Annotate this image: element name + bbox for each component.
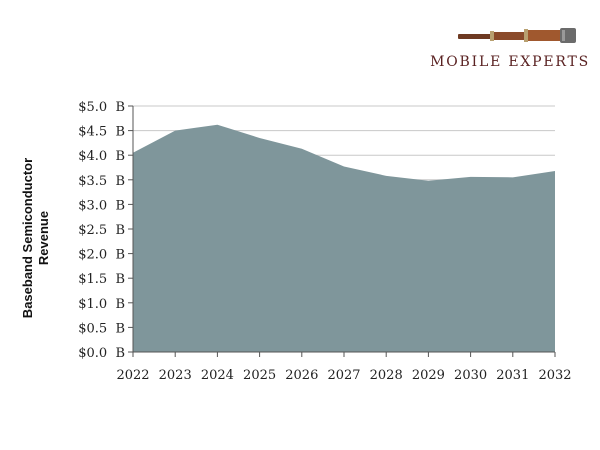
telescope-icon xyxy=(458,28,576,43)
x-tick-labels: 2022 2023 2024 2025 2026 2027 2028 2029 2030 2031… xyxy=(116,368,571,383)
y-tick-label: $1.0 B xyxy=(78,297,125,312)
area-series xyxy=(132,124,556,352)
y-tick-label: $0.5 B xyxy=(78,321,125,336)
brand-name: MOBILE EXPERTS xyxy=(430,54,590,70)
y-tick-label: $2.0 B xyxy=(78,248,125,263)
x-tick-label: 2024 xyxy=(201,368,234,383)
axes xyxy=(128,105,556,357)
y-tick-label: $0.0 B xyxy=(78,346,125,361)
x-tick-label: 2023 xyxy=(159,368,192,383)
y-tick-label: $4.5 B xyxy=(78,125,125,140)
y-tick-labels: $0.0 B $0.5 B $1.0 B $1.5 B $2.0 B $2.5 B $3.0… xyxy=(78,100,125,361)
x-tick-label: 2027 xyxy=(327,368,360,383)
y-tick-label: $1.5 B xyxy=(78,272,125,287)
x-tick-label: 2028 xyxy=(370,368,403,383)
x-tick-label: 2030 xyxy=(454,368,487,383)
y-axis-label-line-1: Baseband Semiconductor xyxy=(20,158,35,318)
x-tick-label: 2026 xyxy=(285,368,318,383)
area-fill xyxy=(133,124,555,352)
y-tick-label: $4.0 B xyxy=(78,149,125,164)
y-axis-label-line-2: Revenue xyxy=(36,211,51,265)
x-tick-label: 2025 xyxy=(243,368,276,383)
brand-logo: MOBILE EXPERTS xyxy=(430,28,590,70)
y-tick-label: $5.0 B xyxy=(78,100,125,115)
y-tick-label: $2.5 B xyxy=(78,223,125,238)
x-tick-label: 2032 xyxy=(538,368,571,383)
x-tick-label: 2022 xyxy=(116,368,149,383)
x-tick-label: 2031 xyxy=(496,368,529,383)
y-tick-label: $3.0 B xyxy=(78,198,125,213)
x-tick-label: 2029 xyxy=(412,368,445,383)
y-tick-label: $3.5 B xyxy=(78,174,125,189)
